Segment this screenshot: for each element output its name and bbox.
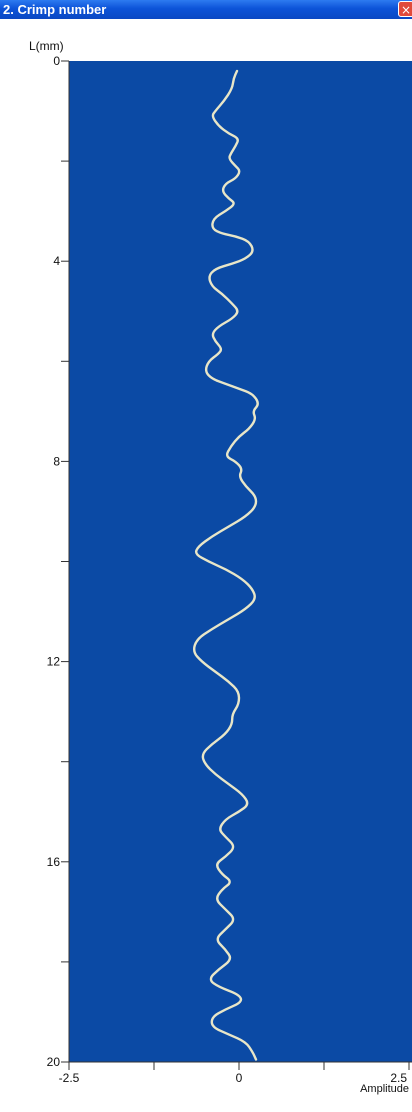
x-axis-label: Amplitude [360, 1083, 409, 1095]
plot-container: L(mm) 0 4 8 12 16 20 -2.5 0 2.5 Amplitude [0, 19, 412, 1112]
x-tick-label: 2.5 [390, 1071, 407, 1085]
y-axis-label: L(mm) [29, 39, 64, 53]
x-tick-label: 0 [236, 1071, 243, 1085]
y-tick-label: 8 [53, 454, 60, 468]
x-tick-label: -2.5 [59, 1071, 80, 1085]
y-tick-label: 16 [47, 855, 61, 869]
close-button[interactable]: × [398, 1, 412, 17]
title-bar[interactable]: 2. Crimp number × [0, 0, 412, 19]
y-tick-label: 4 [53, 254, 60, 268]
y-tick-label: 0 [53, 54, 60, 68]
y-tick-label: 20 [47, 1055, 61, 1069]
y-tick-label: 12 [47, 655, 61, 669]
plot-area [69, 61, 412, 1062]
window-title: 2. Crimp number [3, 2, 107, 17]
crimp-curve-series-0 [193, 69, 259, 1061]
close-icon: × [400, 3, 412, 17]
